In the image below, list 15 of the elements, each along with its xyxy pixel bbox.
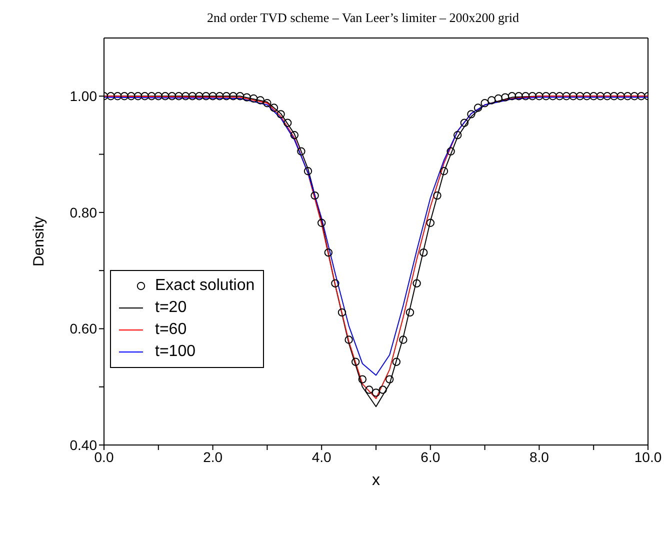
- y-tick-label: 1.00: [70, 88, 98, 104]
- legend-label: t=100: [155, 342, 196, 362]
- y-tick-label: 0.80: [70, 204, 98, 220]
- y-tick-label: 0.60: [70, 320, 98, 337]
- legend-label: t=60: [155, 320, 187, 340]
- y-axis-title: Density: [30, 216, 48, 267]
- chart-title: 2nd order TVD scheme – Van Leer’s limiter – 200x200 grid: [206, 10, 520, 26]
- x-tick-label: 10.0: [634, 448, 662, 465]
- x-tick-label: 8.0: [529, 448, 550, 465]
- legend-label: t=20: [155, 298, 187, 318]
- legend-label: Exact solution: [155, 276, 255, 296]
- x-tick-label: 6.0: [420, 448, 440, 465]
- x-axis-title: x: [372, 472, 380, 489]
- x-tick-label: 2.0: [203, 448, 223, 465]
- x-tick-label: 4.0: [312, 448, 332, 465]
